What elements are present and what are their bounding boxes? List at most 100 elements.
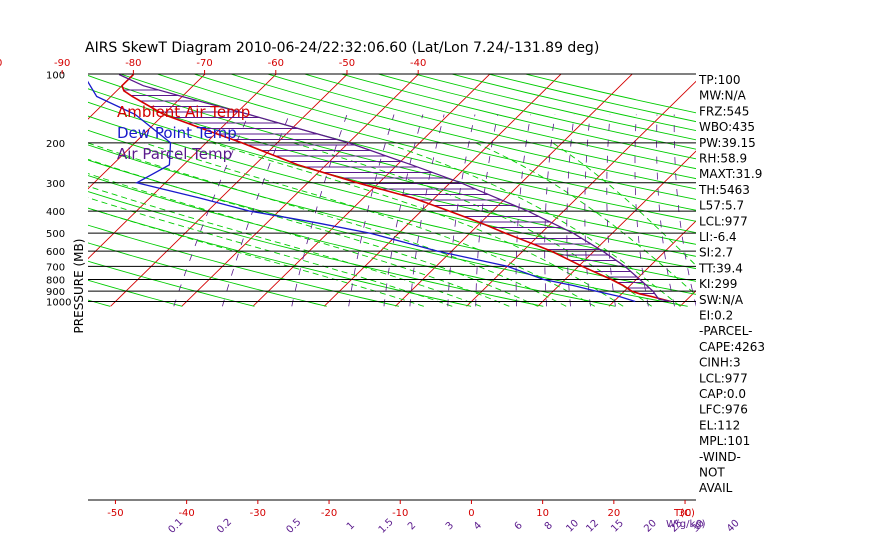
dry-adiabat-line <box>450 74 696 132</box>
pressure-tick-label: 400 <box>46 207 65 218</box>
moist-adiabat-line <box>88 185 481 307</box>
mixing-ratio-label: 20 <box>642 518 659 535</box>
top-temp-tick-label: -90 <box>54 58 70 69</box>
pressure-tick-label: 900 <box>46 287 65 298</box>
isotherm-line <box>88 74 277 260</box>
mixing-ratio-label: 10 <box>564 518 581 535</box>
dry-adiabat-line <box>266 74 696 180</box>
mixing-ratio-label: 4 <box>472 520 484 532</box>
isotherm-line <box>88 74 135 120</box>
index-item: CINH:3 <box>699 356 741 370</box>
pressure-tick-label: 100 <box>46 71 65 82</box>
index-item: L57:5.7 <box>699 199 744 213</box>
index-item: -PARCEL- <box>699 324 753 338</box>
dry-adiabat-line <box>156 74 696 211</box>
ambient-air-temp-line <box>121 74 671 303</box>
top-temp-tick-label: -80 <box>125 58 141 69</box>
moist-adiabat-line <box>211 142 624 307</box>
moist-adiabat-line <box>88 207 424 307</box>
index-item: LFC:976 <box>699 403 748 417</box>
pressure-tick-label: 700 <box>46 262 65 273</box>
bottom-temp-tick-label: -30 <box>250 508 266 519</box>
pressure-tick-label: 300 <box>46 179 65 190</box>
dry-adiabat-line <box>88 75 696 234</box>
moist-adiabat-line <box>88 158 538 307</box>
dry-adiabat-line <box>88 144 696 295</box>
index-item: EL:112 <box>699 418 740 432</box>
bottom-temp-tick-label: -20 <box>321 508 337 519</box>
index-item: MPL:101 <box>699 434 750 448</box>
isotherm-line <box>0 64 2 306</box>
index-item: TH:5463 <box>698 183 750 197</box>
index-item: MW:N/A <box>699 89 747 103</box>
dry-adiabat-line <box>486 74 696 123</box>
pressure-tick-label: 600 <box>46 247 65 258</box>
moist-adiabat-line <box>143 142 595 307</box>
mixing-ratio-label: 0.2 <box>215 517 234 536</box>
dry-adiabat-line <box>88 224 399 307</box>
bottom-temp-tick-label: 30 <box>679 508 692 519</box>
bottom-temp-tick-label: -10 <box>392 508 408 519</box>
t-celsius-label: T(C) <box>673 508 695 519</box>
moist-adiabat-line <box>475 142 696 296</box>
legend-dew-point-temp: Dew Point Temp <box>117 124 237 142</box>
dry-adiabat-line <box>88 242 327 307</box>
moist-adiabat-line <box>88 173 510 307</box>
moist-adiabat-line <box>88 142 567 307</box>
index-item: NOT <box>699 466 725 480</box>
mixing-ratio-label: 0.1 <box>167 517 186 536</box>
mixing-ratio-label: 8 <box>543 520 555 532</box>
dry-adiabat-line <box>88 159 688 307</box>
moist-adiabat-line <box>88 197 453 307</box>
mixing-ratio-label: 40 <box>725 518 742 535</box>
dry-adiabat-line <box>88 115 696 270</box>
y-axis-label: PRESSURE (MB) <box>72 239 86 334</box>
dry-adiabat-line <box>339 74 696 160</box>
dry-adiabat-line <box>88 279 183 307</box>
index-item: FRZ:545 <box>699 104 749 118</box>
index-item: SW:N/A <box>699 293 744 307</box>
index-item: PW:39.15 <box>699 136 756 150</box>
dry-adiabat-line <box>88 101 696 257</box>
dry-adiabat-line <box>88 260 255 307</box>
index-item: WBO:435 <box>699 120 755 134</box>
index-item: LI:-6.4 <box>699 230 737 244</box>
pressure-tick-label: 200 <box>46 139 65 150</box>
bottom-temp-tick-label: 0 <box>468 508 474 519</box>
moist-adiabat-line <box>384 142 681 307</box>
index-item: MAXT:31.9 <box>699 167 762 181</box>
mixing-ratio-label: 6 <box>513 520 525 532</box>
dry-adiabat-line <box>88 175 616 307</box>
top-temp-tick-label: -70 <box>196 58 212 69</box>
legend-air-parcel-temp: Air Parcel Temp <box>117 145 232 163</box>
legend-ambient-air-temp: Ambient Air Temp <box>117 103 250 121</box>
top-temp-tick-label: -60 <box>268 58 284 69</box>
top-temp-tick-label: -100 <box>0 58 2 69</box>
index-item: CAPE:4263 <box>699 340 765 354</box>
top-temp-tick-label: -40 <box>410 58 426 69</box>
dry-adiabat-line <box>119 74 696 222</box>
index-item: -WIND- <box>699 450 741 464</box>
dry-adiabat-line <box>88 88 696 245</box>
index-item: TP:100 <box>698 73 741 87</box>
mixing-ratio-label: 0.5 <box>285 517 304 536</box>
pressure-tick-label: 500 <box>46 229 65 240</box>
dry-adiabat-line <box>88 129 696 282</box>
dry-adiabat-line <box>229 74 696 190</box>
mixing-ratio-label: 1 <box>345 520 357 532</box>
index-item: KI:299 <box>699 277 737 291</box>
isotherm-line <box>751 64 870 306</box>
dry-adiabat-line <box>88 207 472 307</box>
pressure-tick-label: 1000 <box>46 298 71 309</box>
bottom-temp-tick-label: -50 <box>107 508 123 519</box>
profile-layer <box>88 74 671 303</box>
chart-title: AIRS SkewT Diagram 2010-06-24/22:32:06.6… <box>85 40 599 56</box>
air-parcel-temp-line <box>118 74 671 303</box>
dry-adiabat-line <box>192 74 696 200</box>
mixing-ratio-label: 2 <box>406 520 418 532</box>
dry-adiabat-line <box>0 64 38 306</box>
dry-adiabat-line <box>303 74 696 170</box>
index-item: CAP:0.0 <box>699 387 746 401</box>
